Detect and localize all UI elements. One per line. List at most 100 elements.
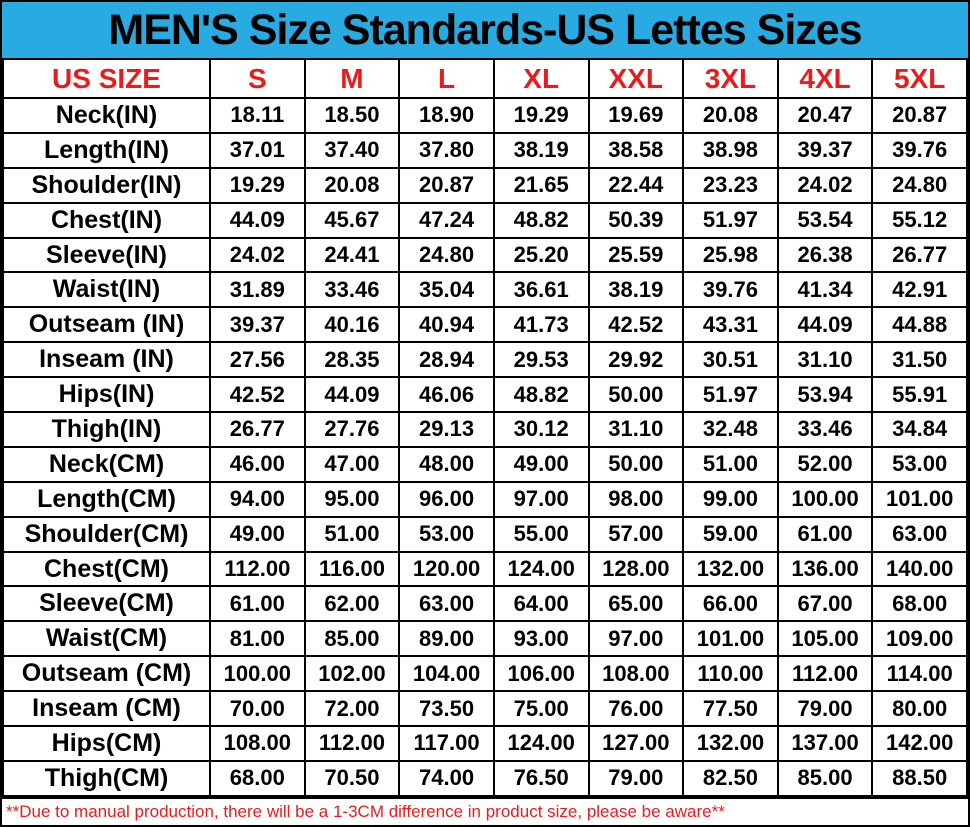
table-row: Shoulder(IN) 19.29 20.08 20.87 21.65 22.44 23.… (2, 166, 968, 204)
size-value: 21.65 (492, 166, 590, 204)
size-value: 20.08 (303, 166, 401, 204)
production-disclaimer: **Due to manual production, there will b… (2, 797, 968, 825)
size-value: 51.00 (682, 445, 779, 483)
size-value: 127.00 (587, 725, 685, 762)
size-value: 37.01 (209, 131, 306, 169)
table-row: Inseam (CM) 70.00 72.00 73.50 75.00 76.00 77.5… (2, 690, 968, 728)
size-value: 33.46 (776, 411, 874, 448)
row-label: Hips(IN) (2, 376, 211, 414)
size-value: 80.00 (871, 690, 968, 728)
size-value: 20.08 (682, 97, 779, 134)
size-value: 51.00 (303, 515, 401, 553)
table-row: Inseam (IN) 27.56 28.35 28.94 29.53 29.92 30.5… (2, 341, 968, 379)
table-row: Length(IN) 37.01 37.40 37.80 38.19 38.58 38.98… (2, 131, 968, 169)
size-value: 37.80 (398, 131, 495, 169)
size-value: 48.82 (492, 376, 590, 414)
size-value: 46.06 (398, 376, 495, 414)
size-value: 93.00 (492, 620, 590, 658)
size-value: 25.20 (492, 236, 590, 274)
size-value: 22.44 (587, 166, 685, 204)
size-value: 79.00 (587, 759, 685, 798)
size-value: 64.00 (492, 585, 590, 623)
table-row: Chest(CM) 112.00 116.00 120.00 124.00 128.00 1… (2, 550, 968, 588)
size-value: 19.29 (209, 166, 306, 204)
size-value: 72.00 (303, 690, 401, 728)
size-value: 42.52 (209, 376, 306, 414)
column-header-us-size: US SIZE (2, 58, 211, 99)
row-label: Thigh(CM) (2, 759, 211, 798)
row-label: Outseam (IN) (2, 306, 211, 344)
size-value: 44.09 (209, 201, 306, 239)
size-value: 61.00 (776, 515, 874, 553)
size-value: 66.00 (682, 585, 779, 623)
column-header-size: 4XL (776, 58, 874, 99)
size-value: 112.00 (776, 655, 874, 693)
size-value: 31.89 (209, 271, 306, 309)
size-value: 48.00 (398, 445, 495, 483)
column-header-size: XL (492, 58, 590, 99)
size-value: 82.50 (682, 759, 779, 798)
size-value: 31.10 (776, 341, 874, 379)
row-label: Shoulder(CM) (2, 515, 211, 553)
size-value: 51.97 (682, 376, 779, 414)
size-value: 47.24 (398, 201, 495, 239)
size-value: 46.00 (209, 445, 306, 483)
size-value: 27.56 (209, 341, 306, 379)
row-label: Neck(IN) (2, 97, 211, 134)
size-value: 28.94 (398, 341, 495, 379)
size-value: 63.00 (398, 585, 495, 623)
size-value: 97.00 (492, 480, 590, 518)
size-value: 120.00 (398, 550, 495, 588)
table-row: Sleeve(IN) 24.02 24.41 24.80 25.20 25.59 25.98… (2, 236, 968, 274)
size-value: 124.00 (492, 550, 590, 588)
size-value: 53.54 (776, 201, 874, 239)
size-value: 29.92 (587, 341, 685, 379)
size-value: 20.87 (398, 166, 495, 204)
size-value: 25.59 (587, 236, 685, 274)
size-value: 65.00 (587, 585, 685, 623)
table-row: Length(CM) 94.00 95.00 96.00 97.00 98.00 99.00… (2, 480, 968, 518)
size-value: 140.00 (871, 550, 968, 588)
size-value: 79.00 (776, 690, 874, 728)
size-value: 70.50 (303, 759, 401, 798)
size-value: 37.40 (303, 131, 401, 169)
size-value: 74.00 (398, 759, 495, 798)
size-value: 57.00 (587, 515, 685, 553)
column-header-size: 3XL (682, 58, 779, 99)
row-label: Outseam (CM) (2, 655, 211, 693)
size-value: 104.00 (398, 655, 495, 693)
size-value: 38.19 (587, 271, 685, 309)
size-value: 26.77 (871, 236, 968, 274)
size-value: 48.82 (492, 201, 590, 239)
size-value: 137.00 (776, 725, 874, 762)
row-label: Waist(CM) (2, 620, 211, 658)
page-title: MEN'S Size Standards-US Lettes Sizes (2, 2, 968, 58)
size-value: 28.35 (303, 341, 401, 379)
size-value: 98.00 (587, 480, 685, 518)
size-value: 75.00 (492, 690, 590, 728)
size-value: 105.00 (776, 620, 874, 658)
size-value: 76.50 (492, 759, 590, 798)
size-value: 55.91 (871, 376, 968, 414)
size-value: 27.76 (303, 411, 401, 448)
size-value: 76.00 (587, 690, 685, 728)
size-value: 108.00 (587, 655, 685, 693)
size-value: 62.00 (303, 585, 401, 623)
size-value: 112.00 (303, 725, 401, 762)
table-row: Outseam (IN) 39.37 40.16 40.94 41.73 42.52 43.… (2, 306, 968, 344)
size-value: 19.69 (587, 97, 685, 134)
size-value: 95.00 (303, 480, 401, 518)
row-label: Chest(IN) (2, 201, 211, 239)
size-value: 117.00 (398, 725, 495, 762)
size-value: 73.50 (398, 690, 495, 728)
size-value: 67.00 (776, 585, 874, 623)
table-row: Hips(CM) 108.00 112.00 117.00 124.00 127.00 13… (2, 725, 968, 762)
size-value: 124.00 (492, 725, 590, 762)
table-row: Neck(CM) 46.00 47.00 48.00 49.00 50.00 51.00 52… (2, 445, 968, 483)
size-value: 59.00 (682, 515, 779, 553)
size-table-head: US SIZE S M L XL XXL 3XL 4XL 5XL (2, 58, 968, 99)
row-label: Neck(CM) (2, 445, 211, 483)
table-row: Shoulder(CM) 49.00 51.00 53.00 55.00 57.00 59.… (2, 515, 968, 553)
size-value: 35.04 (398, 271, 495, 309)
